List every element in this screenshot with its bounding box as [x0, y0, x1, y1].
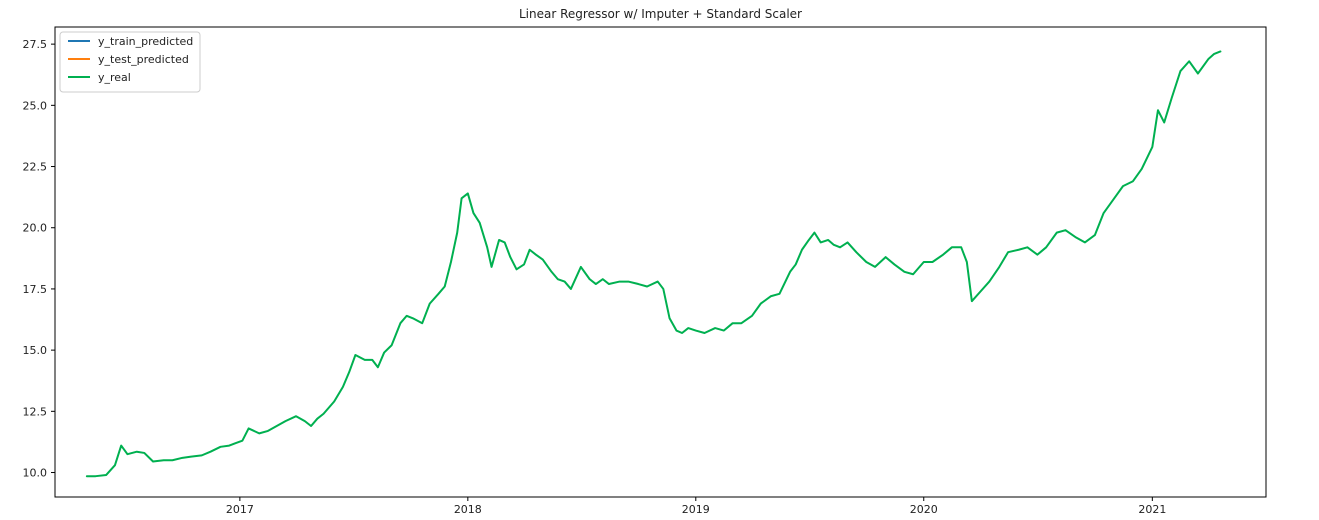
y-tick-label: 15.0 — [23, 344, 48, 357]
y-tick-label: 10.0 — [23, 467, 48, 480]
legend: y_train_predicted y_test_predicted y_real — [59, 31, 201, 93]
series-line-y-real — [85, 50, 1222, 478]
series-layer — [85, 50, 1222, 478]
y-tick-label: 20.0 — [23, 222, 48, 235]
y-tick-label: 17.5 — [23, 283, 48, 296]
y-axis: 10.0 12.5 15.0 17.5 20.0 22.5 25.0 27.5 — [23, 38, 55, 480]
chart-title: Linear Regressor w/ Imputer + Standard S… — [519, 7, 802, 21]
x-tick-label: 2017 — [226, 503, 254, 516]
legend-box — [59, 31, 201, 93]
x-axis: 2017 2018 2019 2020 2021 — [226, 497, 1166, 516]
x-tick-label: 2020 — [910, 503, 938, 516]
y-tick-label: 27.5 — [23, 38, 48, 51]
legend-label-y-test-predicted: y_test_predicted — [98, 53, 189, 66]
x-tick-label: 2021 — [1138, 503, 1166, 516]
legend-label-y-train-predicted: y_train_predicted — [98, 35, 193, 48]
x-tick-label: 2019 — [682, 503, 710, 516]
plot-area-frame — [54, 26, 1267, 498]
legend-label-y-real: y_real — [98, 71, 131, 84]
y-tick-label: 12.5 — [23, 405, 48, 418]
x-tick-label: 2018 — [454, 503, 482, 516]
y-tick-label: 25.0 — [23, 99, 48, 112]
y-tick-label: 22.5 — [23, 161, 48, 174]
